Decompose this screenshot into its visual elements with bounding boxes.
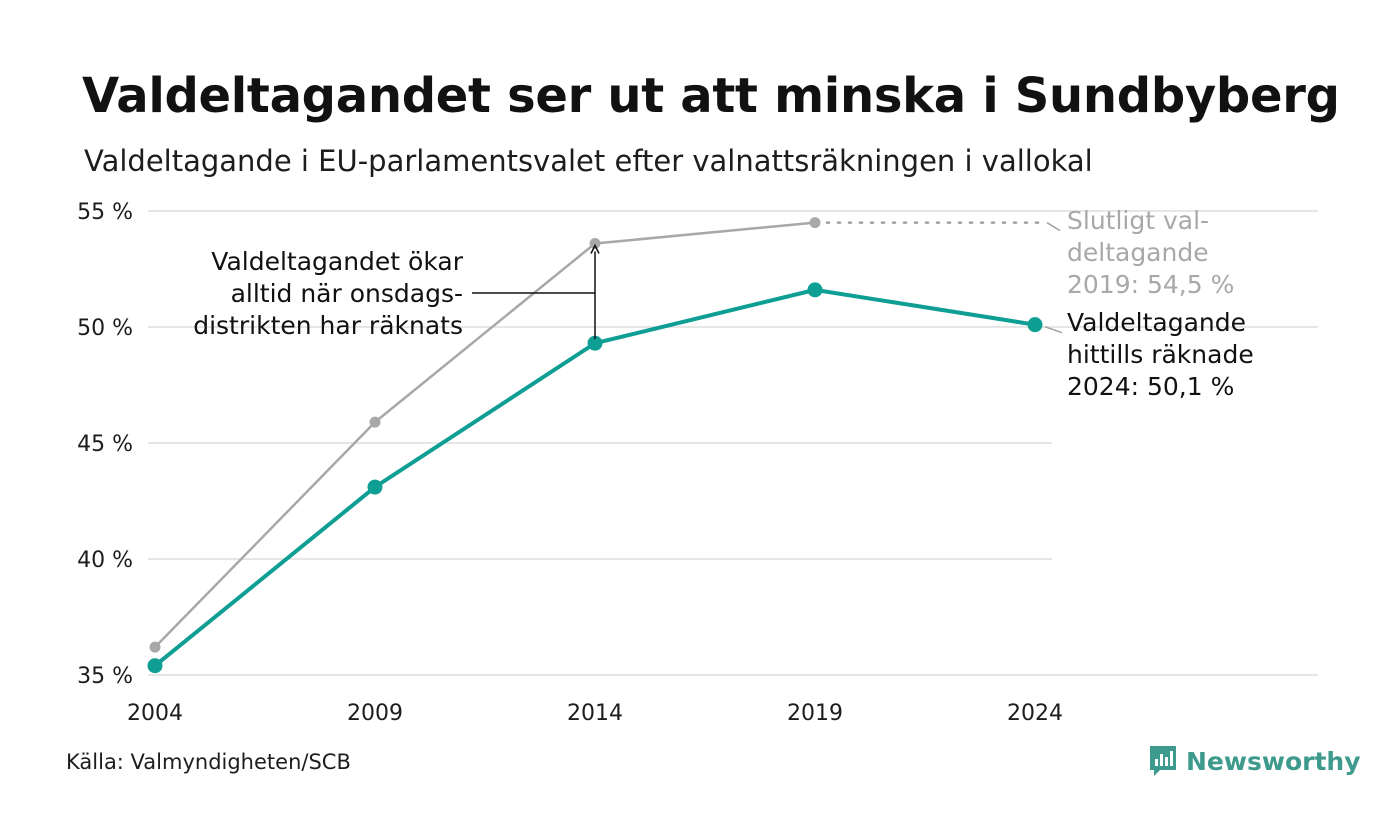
series-election-night-point: [587, 335, 603, 351]
x-tick-label: 2009: [347, 701, 403, 726]
series-final-point: [149, 641, 161, 653]
gap-annotation: Valdeltagandet ökar alltid när onsdags-di…: [193, 247, 463, 340]
chart-title: Valdeltagandet ser ut att minska i Sundb…: [82, 68, 1340, 124]
source-note: Källa: Valmyndigheten/SCB: [66, 750, 351, 774]
chart-subtitle: Valdeltagande i EU-parlamentsvalet efter…: [84, 144, 1093, 178]
y-tick-label: 40 %: [77, 548, 133, 573]
election-night-series-label-line: 2024: 50,1 %: [1067, 372, 1234, 401]
gap-annotation-line: distrikten har räknats: [193, 311, 463, 340]
final-series-label: Slutligt val-deltagande 2019: 54,5 %: [1067, 206, 1234, 299]
election-night-series-label: Valdeltagande hittills räknade 2024: 50,1 …: [1067, 308, 1254, 401]
x-tick-label: 2019: [787, 701, 843, 726]
gridlines: [148, 210, 1318, 676]
election-night-series-label-line: Valdeltagande: [1067, 308, 1246, 337]
y-tick-label: 50 %: [77, 316, 133, 341]
x-tick-label: 2024: [1007, 701, 1063, 726]
gap-arrow-head: [590, 243, 600, 254]
final-series-label-line: Slutligt val-: [1067, 206, 1209, 235]
newsworthy-logo-icon: [1150, 746, 1176, 776]
series: [147, 217, 1043, 674]
x-tick-label: 2014: [567, 701, 623, 726]
y-tick-label: 35 %: [77, 664, 133, 689]
annotations: Slutligt val-deltagande 2019: 54,5 % Valde…: [193, 206, 1253, 401]
line-chart: 35 % 40 % 45 % 50 % 55 % 2004 2009 2014 2019 202…: [77, 200, 1318, 726]
y-tick-label: 55 %: [77, 200, 133, 225]
series-election-night-point: [807, 282, 823, 298]
final-series-label-line: deltagande: [1067, 238, 1209, 267]
brand-logo: Newsworthy: [1148, 744, 1361, 778]
election-night-series-label-line: hittills räknade: [1067, 340, 1254, 369]
x-axis-ticks: 2004 2009 2014 2019 2024: [127, 701, 1063, 726]
final-label-leader-tick: [1046, 221, 1061, 232]
brand-name: Newsworthy: [1186, 746, 1361, 776]
series-final-point: [809, 217, 821, 229]
series-election-night-point: [1027, 317, 1043, 333]
y-tick-label: 45 %: [77, 432, 133, 457]
election-night-label-leader: [1044, 325, 1063, 334]
gap-annotation-line: alltid när onsdags-: [231, 279, 463, 308]
y-axis-ticks: 35 % 40 % 45 % 50 % 55 %: [77, 200, 133, 689]
series-election-night-point: [147, 658, 163, 674]
series-final-line: [153, 221, 817, 649]
x-tick-label: 2004: [127, 701, 183, 726]
final-series-label-line: 2019: 54,5 %: [1067, 270, 1234, 299]
gap-annotation-line: Valdeltagandet ökar: [211, 247, 463, 276]
series-final-point: [589, 237, 601, 249]
series-final-point: [369, 416, 381, 428]
series-election-night-point: [367, 479, 383, 495]
